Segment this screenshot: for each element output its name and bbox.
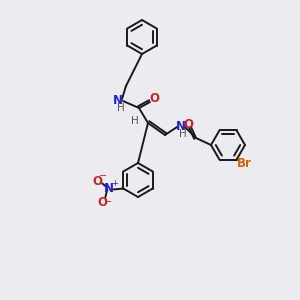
Text: N: N (176, 119, 186, 133)
Text: H: H (117, 103, 125, 113)
Text: −: − (99, 172, 107, 182)
Text: N: N (113, 94, 123, 106)
Text: O: O (149, 92, 159, 106)
Text: H: H (179, 129, 187, 139)
Text: O: O (183, 118, 193, 130)
Text: −: − (104, 196, 112, 206)
Text: O: O (97, 196, 107, 209)
Text: +: + (111, 179, 118, 188)
Text: H: H (131, 116, 139, 126)
Text: O: O (92, 175, 102, 188)
Text: Br: Br (237, 157, 252, 170)
Text: N: N (104, 182, 114, 195)
